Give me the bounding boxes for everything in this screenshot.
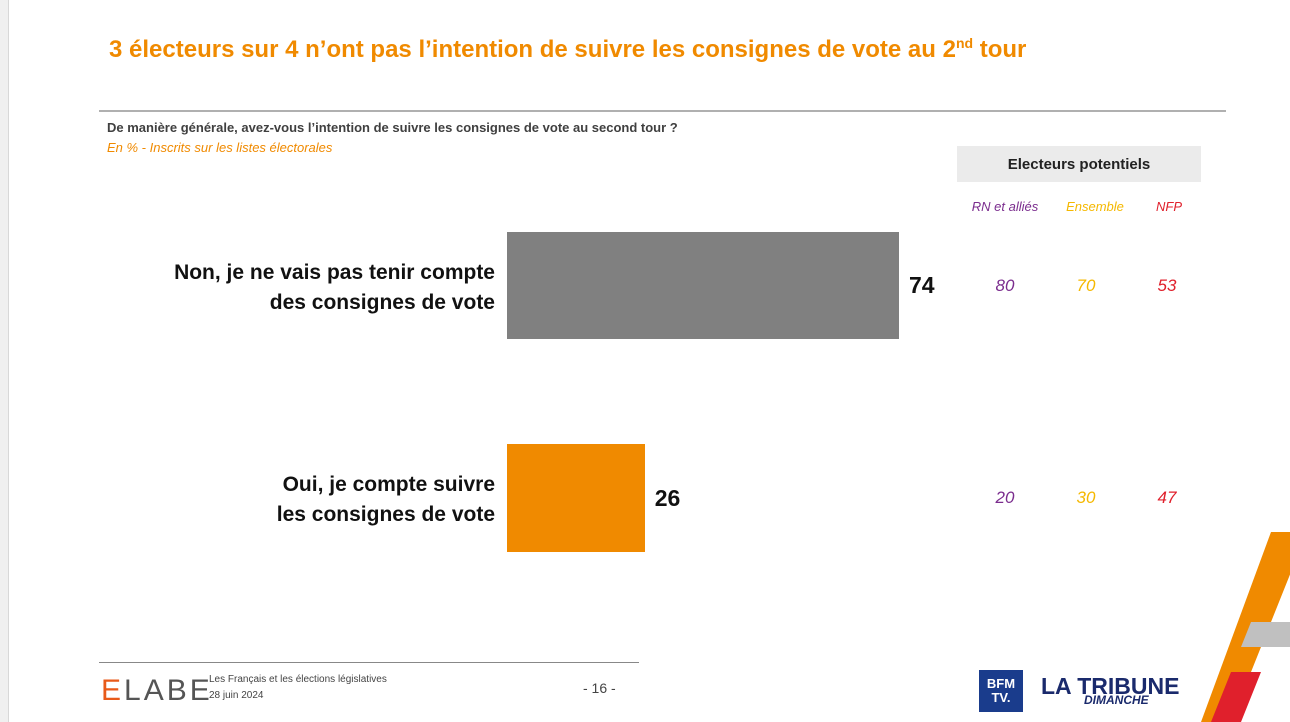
- segment-head-rn: RN et alliés: [971, 199, 1039, 214]
- category-label-non: Non, je ne vais pas tenir compte des cons…: [174, 261, 495, 314]
- rn-value-oui: 20: [995, 488, 1015, 507]
- rn-value-non: 80: [995, 276, 1015, 295]
- nfp-value-oui: 47: [1157, 488, 1177, 507]
- category-label-oui: Oui, je compte suivre les consignes de vo…: [276, 473, 495, 526]
- footer-divider: [99, 662, 639, 663]
- elabe-logo: ELABE: [101, 674, 213, 707]
- ensemble-value-oui: 30: [1076, 488, 1096, 507]
- bar-non: [507, 232, 899, 339]
- base-subtitle: En % - Inscrits sur les listes électoral…: [107, 140, 333, 155]
- segments-header: Electeurs potentiels: [957, 146, 1201, 182]
- footer-study-title: Les Français et les élections législativ…: [209, 674, 387, 685]
- la-tribune-dimanche: DIMANCHE: [1084, 693, 1149, 707]
- segment-head-nfp: NFP: [1156, 199, 1182, 214]
- page-number: - 16 -: [583, 680, 616, 696]
- bar-value-oui: 26: [654, 485, 681, 511]
- corner-logo-shape: [1201, 532, 1290, 722]
- header-divider: [99, 110, 1226, 112]
- bar-value-non: 74: [909, 272, 935, 298]
- slide: 3 électeurs sur 4 n’ont pas l’intention …: [8, 0, 1290, 722]
- question-text: De manière générale, avez-vous l’intenti…: [107, 120, 678, 135]
- nfp-value-non: 53: [1157, 276, 1177, 295]
- bfmtv-logo: BFM TV.: [979, 670, 1023, 712]
- la-tribune-logo: LA TRIBUNE: [1041, 673, 1180, 699]
- footer-date: 28 juin 2024: [209, 690, 264, 701]
- bar-oui: [507, 444, 645, 552]
- ensemble-value-non: 70: [1076, 276, 1096, 295]
- segment-head-ensemble: Ensemble: [1066, 199, 1124, 214]
- page-title: 3 électeurs sur 4 n’ont pas l’intention …: [109, 35, 1027, 63]
